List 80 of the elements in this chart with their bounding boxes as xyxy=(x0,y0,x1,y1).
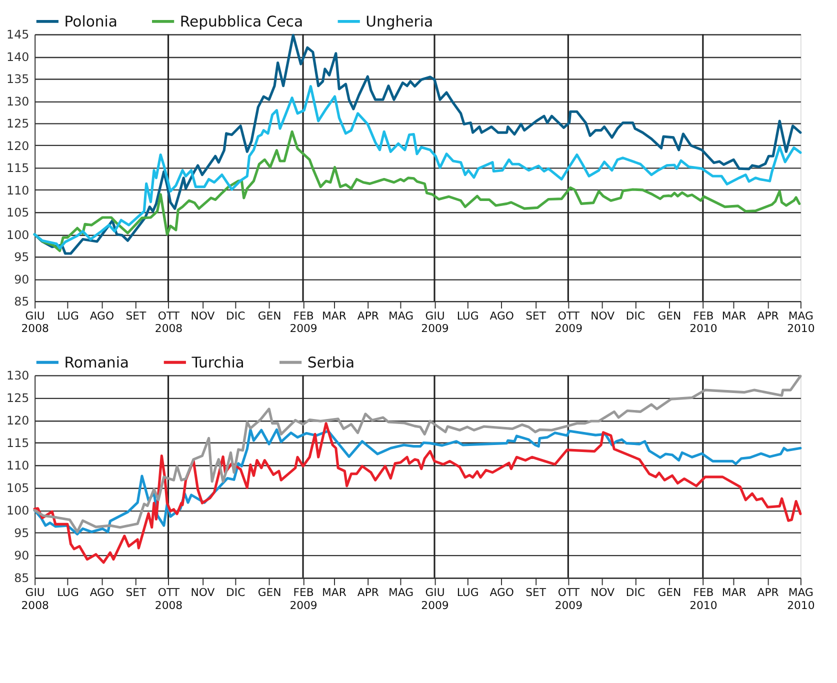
x-tick-label: OTT 2009 xyxy=(554,586,583,612)
x-tick-label: DIC xyxy=(226,309,246,322)
x-tick-label: DIC xyxy=(626,586,646,600)
x-tick-label: MAG 2010 xyxy=(787,586,815,612)
y-tick-label: 95 xyxy=(14,250,30,264)
y-tick-label: 125 xyxy=(6,391,30,406)
legend-label: Turchia xyxy=(190,354,244,372)
x-tick-label: LUG xyxy=(57,309,79,322)
x-tick-label: GEN xyxy=(258,309,282,322)
y-tick-label: 95 xyxy=(14,526,30,540)
y-tick-label: 100 xyxy=(6,504,30,518)
x-tick-label: DIC xyxy=(226,586,246,600)
y-tick-label: 90 xyxy=(14,548,30,563)
x-tick-label: SET xyxy=(526,309,546,322)
x-tick-label: GEN xyxy=(658,586,682,600)
x-tick-label: LUG xyxy=(57,586,79,600)
y-tick-label: 120 xyxy=(6,414,30,428)
x-tick-label: MAR xyxy=(722,309,747,322)
x-tick-label: MAG xyxy=(388,309,414,322)
y-tick-label: 115 xyxy=(6,161,30,176)
x-tick-label: GEN xyxy=(258,586,282,600)
x-tick-label: APR xyxy=(757,586,780,600)
y-tick-label: 120 xyxy=(6,138,30,153)
line-series xyxy=(33,428,802,536)
x-tick-label: SET xyxy=(526,586,546,600)
x-tick-label: LUG xyxy=(456,309,479,322)
x-tick-label: MAG xyxy=(388,586,414,600)
x-tick-label: NOV xyxy=(190,309,216,322)
y-tick-label: 105 xyxy=(6,206,30,220)
x-tick-label: FEB 2009 xyxy=(290,586,318,612)
x-tick-label: AGO xyxy=(90,309,114,322)
x-tick-label: OTT 2008 xyxy=(154,586,183,612)
y-tick-label: 90 xyxy=(14,272,30,286)
y-tick-label: 145 xyxy=(6,28,30,42)
y-tick-label: 130 xyxy=(6,368,30,383)
x-tick-label: GIU 2008 xyxy=(21,586,49,612)
y-tick-label: 135 xyxy=(6,72,30,86)
x-tick-label: APR xyxy=(357,309,380,322)
legend-label: Repubblica Ceca xyxy=(180,13,304,30)
y-tick-label: 85 xyxy=(14,294,30,309)
x-tick-label: GIU 2008 xyxy=(21,309,49,336)
x-tick-label: AGO xyxy=(490,586,514,600)
y-tick-label: 125 xyxy=(6,116,30,131)
x-tick-label: APR xyxy=(357,586,380,600)
x-tick-label: FEB 2010 xyxy=(690,586,718,612)
y-tick-label: 85 xyxy=(14,571,30,586)
y-tick-label: 110 xyxy=(6,183,30,198)
x-tick-label: OTT 2009 xyxy=(554,309,583,336)
x-tick-label: MAR xyxy=(322,586,347,600)
y-tick-label: 100 xyxy=(6,228,30,242)
x-tick-label: MAR xyxy=(722,586,747,600)
x-tick-label: GIU 2009 xyxy=(421,309,449,336)
x-tick-label: APR xyxy=(757,309,780,322)
legend-label: Polonia xyxy=(64,13,118,30)
x-tick-label: SET xyxy=(126,586,146,600)
y-tick-label: 115 xyxy=(6,436,30,450)
y-tick-label: 140 xyxy=(6,50,30,64)
x-tick-label: GIU 2009 xyxy=(421,586,449,612)
x-tick-label: GEN xyxy=(658,309,682,322)
x-tick-label: MAR xyxy=(322,309,347,322)
x-tick-label: OTT 2008 xyxy=(154,309,183,336)
y-tick-label: 110 xyxy=(6,458,30,473)
x-tick-label: SET xyxy=(126,309,146,322)
line-series xyxy=(33,422,802,564)
x-tick-label: DIC xyxy=(626,309,646,322)
x-tick-label: FEB 2009 xyxy=(290,309,318,336)
legend-label: Romania xyxy=(64,354,130,372)
x-tick-label: NOV xyxy=(190,586,216,600)
legend-label: Ungheria xyxy=(366,13,434,30)
x-tick-label: NOV xyxy=(590,586,616,600)
y-tick-label: 130 xyxy=(6,94,30,108)
x-tick-label: FEB 2010 xyxy=(690,309,718,336)
x-tick-label: AGO xyxy=(490,309,514,322)
line-series xyxy=(33,85,802,250)
legend-label: Serbia xyxy=(307,354,355,372)
x-tick-label: NOV xyxy=(590,309,616,322)
x-tick-label: LUG xyxy=(456,586,479,600)
y-tick-label: 105 xyxy=(6,481,30,496)
x-tick-label: AGO xyxy=(90,586,114,600)
x-tick-label: MAG 2010 xyxy=(787,309,815,336)
